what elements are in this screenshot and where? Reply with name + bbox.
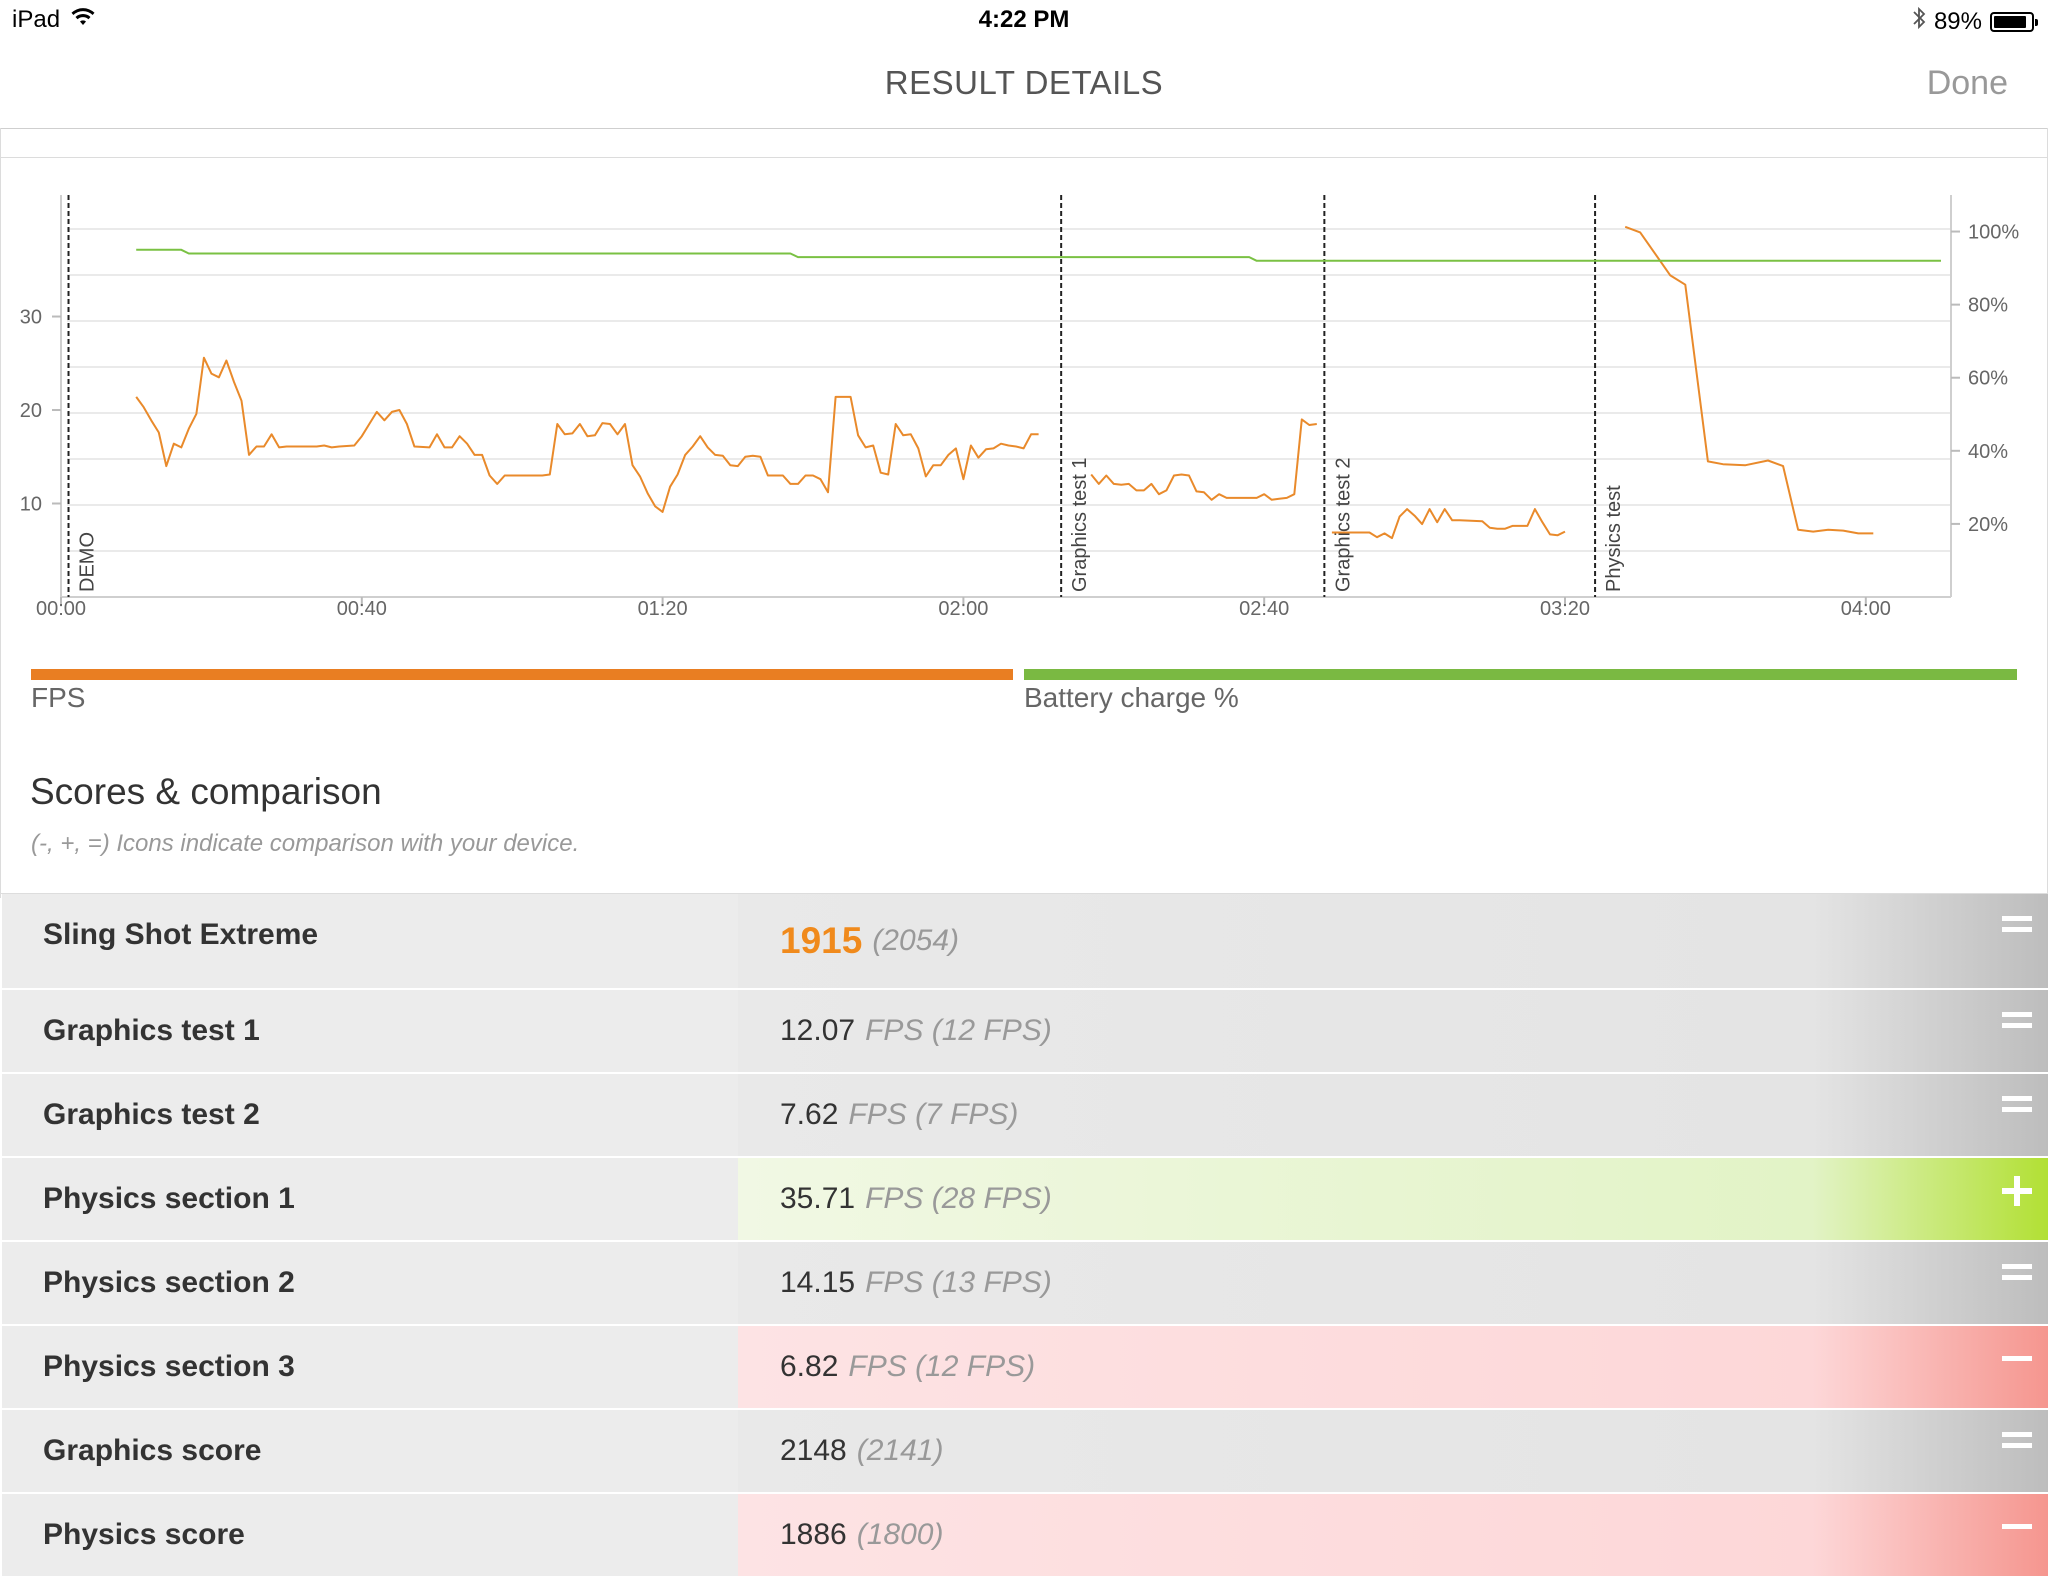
legend-battery-label: Battery charge % (1024, 682, 1239, 713)
score-name: Physics section 1 (2, 1158, 738, 1240)
minus-icon (2002, 1524, 2032, 1529)
y-right-tick-label: 40% (1968, 441, 2008, 463)
fps-series-line (135, 356, 1039, 513)
y-left-tick-label: 10 (20, 494, 42, 516)
wifi-icon (70, 6, 96, 34)
page-title: RESULT DETAILS (884, 64, 1164, 101)
x-tick-label: 02:00 (938, 598, 988, 620)
score-value: 1915 (780, 920, 863, 961)
score-value: 2148 (780, 1434, 847, 1467)
battery-icon (1990, 11, 2038, 32)
score-row[interactable]: Physics section 3 6.82 FPS (12 FPS) (2, 1326, 2048, 1408)
section-marker-label: Physics test (1603, 485, 1625, 592)
score-row[interactable]: Physics section 1 35.71 FPS (28 FPS) (2, 1158, 2048, 1240)
score-reference: FPS (12 FPS) (865, 1014, 1052, 1047)
done-button[interactable]: Done (1926, 64, 2008, 102)
x-tick-label: 03:20 (1540, 598, 1590, 620)
score-row[interactable]: Graphics score 2148 (2141) (2, 1410, 2048, 1492)
score-row[interactable]: Physics score 1886 (1800) (2, 1494, 2048, 1576)
score-name: Physics section 3 (2, 1326, 738, 1408)
y-right-tick-label: 100% (1968, 222, 2019, 244)
score-name: Graphics test 1 (2, 990, 738, 1072)
score-reference: FPS (28 FPS) (865, 1182, 1052, 1215)
bluetooth-icon (1912, 6, 1926, 37)
score-row[interactable]: Sling Shot Extreme 1915 (2054) (2, 894, 2048, 988)
score-name: Physics score (2, 1494, 738, 1576)
score-value: 7.62 (780, 1098, 839, 1131)
score-value-cell: 6.82 FPS (12 FPS) (738, 1326, 2048, 1408)
score-value-cell: 7.62 FPS (7 FPS) (738, 1074, 2048, 1156)
score-value: 1886 (780, 1518, 847, 1551)
score-name: Sling Shot Extreme (2, 894, 738, 988)
x-tick-label: 00:00 (36, 598, 86, 620)
score-value-cell: 14.15 FPS (13 FPS) (738, 1242, 2048, 1324)
score-name: Graphics test 2 (2, 1074, 738, 1156)
status-right: 89% (1912, 6, 2038, 37)
score-reference: (2054) (872, 924, 960, 957)
score-name: Graphics score (2, 1410, 738, 1492)
score-value: 12.07 (780, 1014, 856, 1047)
section-marker-label: Graphics test 1 (1069, 457, 1091, 592)
scores-heading: Scores & comparison (30, 771, 382, 812)
score-name: Physics section 2 (2, 1242, 738, 1324)
score-value: 6.82 (780, 1350, 839, 1383)
score-reference: FPS (12 FPS) (848, 1350, 1036, 1383)
fps-series-line (1624, 225, 1874, 535)
section-marker-label: Graphics test 2 (1332, 457, 1354, 592)
fps-battery-chart: 10 20 30 20% 40% 60% 80% 100% 00:00 00:40 01:20 02:… (20, 195, 2019, 620)
chart-panel-top-border (0, 157, 2048, 158)
legend-fps-label: FPS (31, 682, 86, 713)
plus-icon (2002, 1176, 2032, 1206)
x-tick-label: 01:20 (638, 598, 688, 620)
fps-series-line (1090, 418, 1317, 501)
y-right-tick-label: 80% (1968, 295, 2008, 317)
score-value: 14.15 (780, 1266, 856, 1299)
score-value-cell: 1915 (2054) (738, 894, 2048, 988)
status-time: 4:22 PM (978, 6, 1070, 33)
score-value-cell: 2148 (2141) (738, 1410, 2048, 1492)
score-row[interactable]: Graphics test 2 7.62 FPS (7 FPS) (2, 1074, 2048, 1156)
battery-percent: 89% (1933, 7, 1982, 35)
y-right-tick-label: 60% (1968, 368, 2008, 390)
device-name: iPad (12, 6, 61, 33)
y-right-tick-label: 20% (1968, 514, 2008, 536)
scores-table: Sling Shot Extreme 1915 (2054) Graphics tes… (0, 893, 2048, 1576)
comparison-note: (-, +, =) Icons indicate comparison with… (31, 830, 580, 857)
equals-icon (2002, 1096, 2032, 1116)
section-marker-label: DEMO (77, 532, 99, 592)
nav-bar: RESULT DETAILS Done (0, 40, 2048, 129)
score-reference: (1800) (856, 1518, 944, 1551)
score-reference: FPS (13 FPS) (865, 1266, 1052, 1299)
fps-series-line (1331, 508, 1566, 540)
status-bar: iPad 4:22 PM 89% (0, 0, 2048, 40)
battery-fill (1994, 15, 2027, 28)
score-row[interactable]: Graphics test 1 12.07 FPS (12 FPS) (2, 990, 2048, 1072)
score-reference: FPS (7 FPS) (848, 1098, 1019, 1131)
status-left: iPad (12, 6, 96, 34)
x-tick-label: 04:00 (1841, 598, 1891, 620)
equals-icon (2002, 916, 2032, 936)
score-row[interactable]: Physics section 2 14.15 FPS (13 FPS) (2, 1242, 2048, 1324)
x-tick-label: 02:40 (1239, 598, 1289, 620)
battery-series-line (136, 248, 1941, 262)
y-left-tick-label: 30 (20, 307, 42, 329)
x-tick-label: 00:40 (337, 598, 387, 620)
chart-panel-left-border (0, 128, 1, 898)
score-value: 35.71 (780, 1182, 856, 1215)
equals-icon (2002, 1264, 2032, 1284)
score-value-cell: 12.07 FPS (12 FPS) (738, 990, 2048, 1072)
score-value-cell: 35.71 FPS (28 FPS) (738, 1158, 2048, 1240)
score-reference: (2141) (856, 1434, 944, 1467)
score-value-cell: 1886 (1800) (738, 1494, 2048, 1576)
equals-icon (2002, 1432, 2032, 1452)
minus-icon (2002, 1356, 2032, 1361)
legend-battery-bar (1024, 669, 2017, 680)
y-left-tick-label: 20 (20, 400, 42, 422)
equals-icon (2002, 1012, 2032, 1032)
legend-fps-bar (31, 669, 1013, 680)
